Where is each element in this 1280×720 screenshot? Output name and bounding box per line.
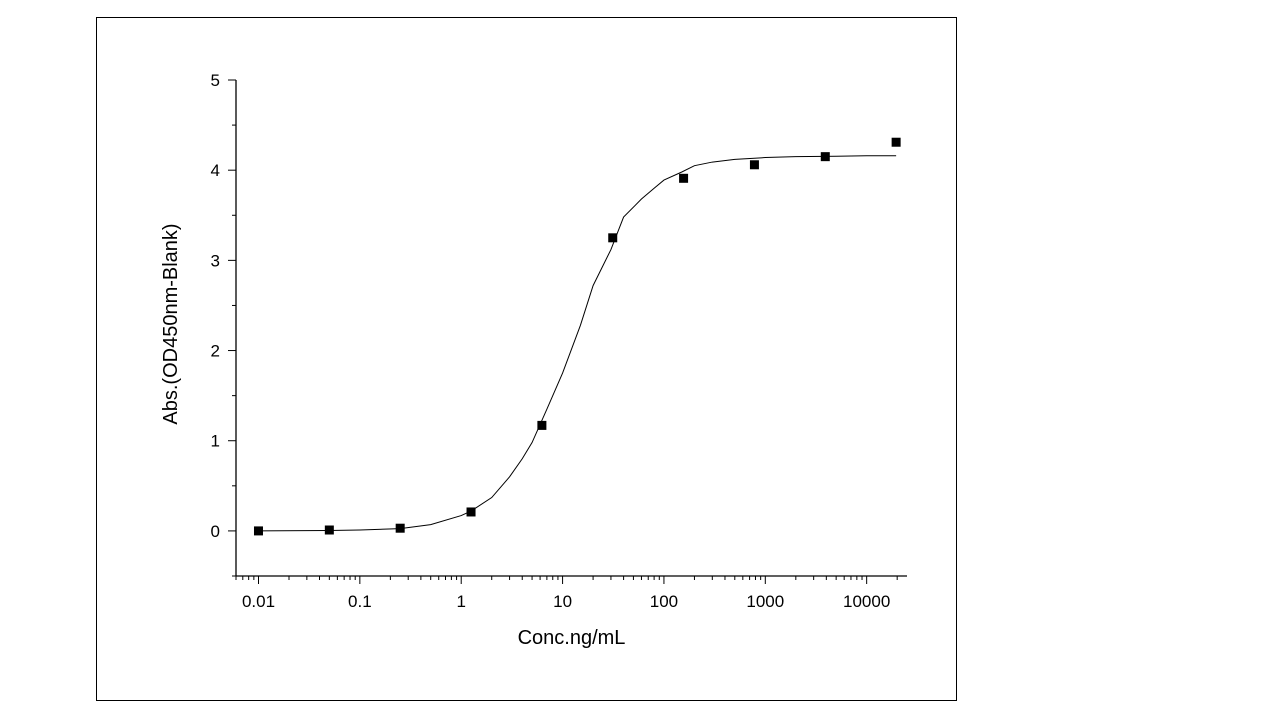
x-tick-label: 10 [553, 592, 572, 611]
data-point [537, 420, 547, 430]
data-point [466, 507, 476, 517]
y-tick-label: 5 [211, 71, 220, 90]
axes [235, 80, 907, 577]
y-tick-label: 0 [211, 522, 220, 541]
x-tick-label: 0.01 [242, 592, 275, 611]
data-point [749, 160, 759, 170]
x-tick-label: 0.1 [348, 592, 372, 611]
data-point [324, 525, 334, 535]
data-points [253, 137, 901, 536]
chart-frame: 0 1 2 3 4 5 0.01 0.1 1 10 100 1000 10000 Conc.ng/mL… [96, 17, 957, 701]
x-tick-label: 1 [456, 592, 465, 611]
x-tick-label: 1000 [746, 592, 784, 611]
y-tick-label: 2 [211, 342, 220, 361]
y-tick-label: 4 [211, 161, 220, 180]
data-point [395, 523, 405, 533]
x-tick-label: 100 [650, 592, 678, 611]
data-point [253, 526, 263, 536]
data-point [608, 233, 618, 243]
x-tick-label: 10000 [843, 592, 890, 611]
y-axis-title: Abs.(OD450nm-Blank) [160, 223, 182, 424]
chart-plot: 0 1 2 3 4 5 0.01 0.1 1 10 100 1000 10000 Conc.ng/mL… [160, 71, 907, 649]
fit-curve [258, 155, 897, 532]
data-point [891, 137, 901, 147]
y-tick-label: 1 [211, 432, 220, 451]
y-tick-label: 3 [211, 251, 220, 270]
data-point [679, 173, 689, 183]
y-ticks: 0 1 2 3 4 5 [211, 71, 236, 577]
data-point [820, 152, 830, 162]
x-axis-title: Conc.ng/mL [518, 627, 626, 649]
x-ticks: 0.01 0.1 1 10 100 1000 10000 [235, 576, 898, 611]
